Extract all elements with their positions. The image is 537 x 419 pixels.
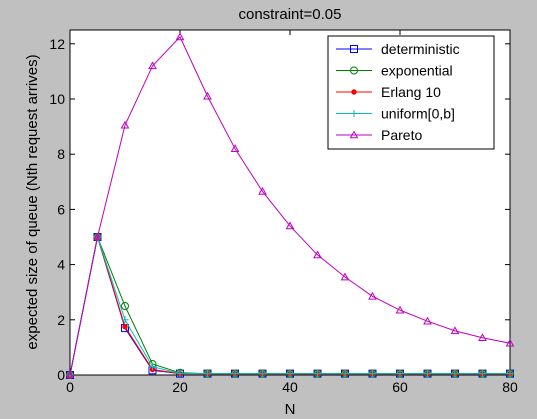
legend-marker-deterministic — [350, 45, 358, 53]
data-point-pareto — [478, 333, 487, 342]
data-point-uniform-0-b — [259, 370, 266, 378]
y-tick-label: 0 — [57, 367, 65, 383]
legend-label-exponential: exponential — [381, 63, 453, 79]
data-point-pareto — [423, 316, 432, 325]
legend-marker-exponential — [350, 66, 358, 75]
y-tick-label: 2 — [57, 312, 65, 328]
y-tick-label: 8 — [57, 146, 65, 162]
data-point-pareto — [93, 232, 102, 241]
x-tick-label: 0 — [66, 379, 74, 395]
data-point-pareto — [258, 186, 267, 195]
data-point-pareto — [450, 326, 460, 335]
data-point-pareto — [148, 61, 157, 70]
axis-ticks: 0 20 40 60 80 0 2 4 6 8 10 12 — [49, 30, 518, 395]
data-point-uniform-0-b — [451, 370, 459, 378]
x-tick-label: 80 — [502, 379, 518, 395]
data-point-pareto — [230, 144, 240, 152]
data-point-uniform-0-b — [479, 370, 486, 378]
y-axis-label: expected size of queue (Nth request arri… — [24, 54, 41, 349]
legend-marker-erlang-10 — [351, 89, 357, 95]
data-point-erlang-10 — [122, 324, 128, 330]
data-point-pareto — [120, 120, 130, 129]
data-point-uniform-0-b — [341, 370, 349, 378]
x-tick-label: 60 — [392, 379, 408, 395]
y-tick-label: 10 — [49, 91, 65, 107]
legend: deterministic exponential Erlang 10 uniform… — [327, 35, 495, 150]
legend-label-uniform-0-b: uniform[0,b] — [381, 106, 455, 122]
series-uniform-0-b — [66, 233, 514, 379]
data-point-uniform-0-b — [121, 316, 129, 324]
data-point-pareto — [340, 272, 350, 281]
data-point-uniform-0-b — [314, 370, 321, 378]
data-point-pareto — [175, 32, 185, 41]
x-tick-label: 40 — [282, 379, 298, 395]
data-point-uniform-0-b — [396, 370, 404, 378]
legend-label-deterministic: deterministic — [381, 41, 460, 57]
legend-marker-uniform-0-b — [350, 110, 358, 117]
data-point-uniform-0-b — [424, 370, 431, 378]
data-point-exponential — [121, 302, 129, 310]
x-axis-label: N — [285, 401, 296, 418]
series-line-pareto — [69, 36, 511, 376]
legend-marker-pareto — [349, 130, 359, 139]
data-point-pareto — [505, 338, 515, 347]
data-point-pareto — [395, 305, 405, 314]
data-point-pareto — [65, 370, 75, 379]
chart-title: constraint=0.05 — [239, 6, 342, 23]
data-point-uniform-0-b — [176, 369, 184, 377]
legend-label-pareto: Pareto — [381, 127, 422, 143]
x-tick-label: 20 — [172, 379, 188, 395]
data-point-uniform-0-b — [506, 370, 514, 378]
data-point-uniform-0-b — [231, 370, 239, 378]
data-point-uniform-0-b — [204, 370, 211, 378]
data-point-uniform-0-b — [369, 370, 376, 378]
data-point-pareto — [313, 250, 322, 259]
series-pareto — [65, 32, 515, 379]
data-point-pareto — [285, 221, 295, 230]
data-point-pareto — [368, 291, 377, 300]
y-tick-label: 12 — [49, 36, 65, 52]
data-point-uniform-0-b — [149, 363, 156, 371]
legend-items: deterministic exponential Erlang 10 uniform… — [336, 41, 460, 143]
legend-label-erlang-10: Erlang 10 — [381, 84, 441, 100]
series-layer — [65, 32, 515, 379]
y-tick-label: 4 — [57, 257, 65, 273]
y-tick-label: 6 — [57, 201, 65, 217]
data-point-pareto — [203, 91, 212, 100]
data-point-uniform-0-b — [286, 370, 294, 378]
